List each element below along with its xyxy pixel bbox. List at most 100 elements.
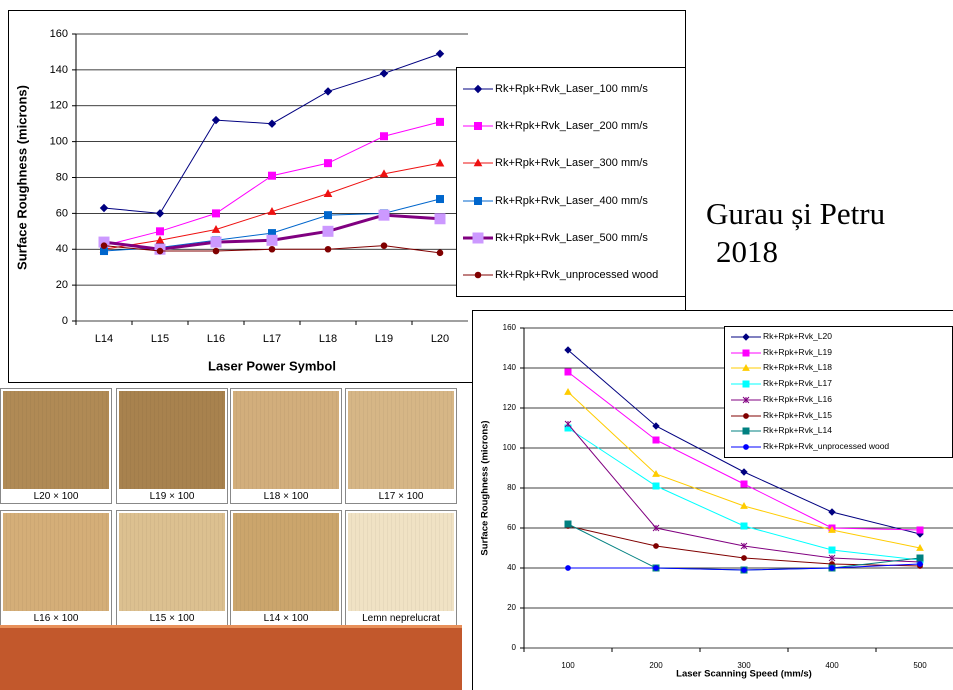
marker [474,196,482,205]
marker [740,468,748,476]
marker [212,209,220,218]
x-axis-title: Laser Power Symbol [208,358,336,373]
y-axis-title: Surface Roughness (microns) [480,420,491,555]
legend-swatch [463,158,493,167]
marker [155,235,165,244]
legend-entry: Rk+Rpk+Rvk_L17 [729,378,948,390]
y-tick-label: 140 [50,64,68,76]
marker [652,436,660,444]
wood-image [348,513,454,611]
legend-swatch [731,333,761,341]
legend-label: Rk+Rpk+Rvk_L14 [763,425,832,436]
marker [742,396,750,404]
legend: Rk+Rpk+Rvk_Laser_100 mm/s Rk+Rpk+Rvk_Lase… [456,67,686,297]
y-tick-label: 120 [50,100,68,112]
marker [323,189,333,197]
x-tick-label: L17 [263,333,281,345]
x-tick-label: L16 [207,333,225,345]
y-tick-label: 40 [56,243,68,255]
marker [267,207,277,215]
wood-image [348,391,454,489]
footer-bar [0,625,462,690]
marker [742,364,750,372]
legend-label: Rk+Rpk+Rvk_unprocessed wood [763,441,890,452]
sample-tile: L16 × 100 [0,510,112,626]
legend-swatch [731,427,761,435]
marker [473,84,483,93]
marker [652,482,660,490]
x-axis-title: Laser Scanning Speed (mm/s) [676,669,812,680]
marker [267,119,277,128]
marker [324,245,332,253]
marker [379,69,389,78]
y-tick-label: 100 [50,136,68,148]
marker [380,132,388,141]
marker [653,565,659,571]
marker [564,368,572,376]
marker [828,525,836,533]
marker [740,501,748,509]
y-tick-label: 0 [62,315,68,327]
legend-swatch [731,349,761,357]
wood-image [3,391,109,489]
sample-tile: L14 × 100 [230,510,342,626]
wood-image [119,391,225,489]
y-tick-label: 40 [507,563,516,572]
caption-line: 2018 [716,234,778,269]
series-line [103,121,441,247]
marker [828,508,836,516]
legend-label: Rk+Rpk+Rvk_Laser_300 mm/s [495,157,648,170]
marker [378,209,390,221]
sample-tile: L17 × 100 [345,388,457,504]
x-tick-label: L18 [319,333,337,345]
marker [742,333,750,341]
legend-entry: Rk+Rpk+Rvk_L20 [729,331,948,343]
marker [323,87,333,96]
legend: Rk+Rpk+Rvk_L20 Rk+Rpk+Rvk_L19 Rk+Rpk+Rvk_L… [724,326,953,458]
legend-entry: Rk+Rpk+Rvk_Laser_300 mm/s [461,157,681,169]
marker [652,469,660,477]
marker [743,444,749,451]
marker [916,543,924,551]
legend-label: Rk+Rpk+Rvk_L19 [763,346,832,357]
sample-label: L14 × 100 [263,613,309,624]
marker [742,427,750,435]
sample-grid: L20 × 100 L19 × 100 L18 × 100 L17 × 100 L16 … [0,385,462,626]
y-tick-label: 160 [50,28,68,40]
y-tick-label: 140 [503,363,517,372]
marker [474,121,482,130]
x-tick-label: L14 [95,333,113,345]
marker [436,249,444,257]
legend-label: Rk+Rpk+Rvk_Laser_100 mm/s [495,82,648,95]
y-tick-label: 80 [507,483,516,492]
x-tick-label: 300 [737,661,751,670]
wood-image [3,513,109,611]
marker [435,49,445,58]
y-tick-label: 0 [512,643,517,652]
marker [99,203,109,213]
x-tick-label: 200 [649,661,663,670]
marker [211,115,221,125]
y-tick-label: 100 [503,443,517,452]
marker [434,213,446,225]
y-tick-label: 20 [56,279,68,291]
legend-label: Rk+Rpk+Rvk_L17 [763,378,832,389]
y-tick-label: 20 [507,603,516,612]
marker [564,520,572,528]
legend-entry: Rk+Rpk+Rvk_Laser_200 mm/s [461,120,681,132]
marker [740,480,748,488]
marker [916,554,924,562]
marker [322,225,334,237]
marker [564,420,572,428]
marker [268,171,276,180]
marker [474,271,482,279]
x-tick-label: L20 [431,333,449,345]
marker [741,555,747,561]
marker [435,158,445,167]
x-tick-label: L15 [151,333,169,345]
marker [743,412,749,419]
legend-entry: Rk+Rpk+Rvk_L14 [729,425,948,437]
legend-label: Rk+Rpk+Rvk_L20 [763,330,832,341]
legend-swatch [731,364,761,372]
x-tick-label: L19 [375,333,393,345]
